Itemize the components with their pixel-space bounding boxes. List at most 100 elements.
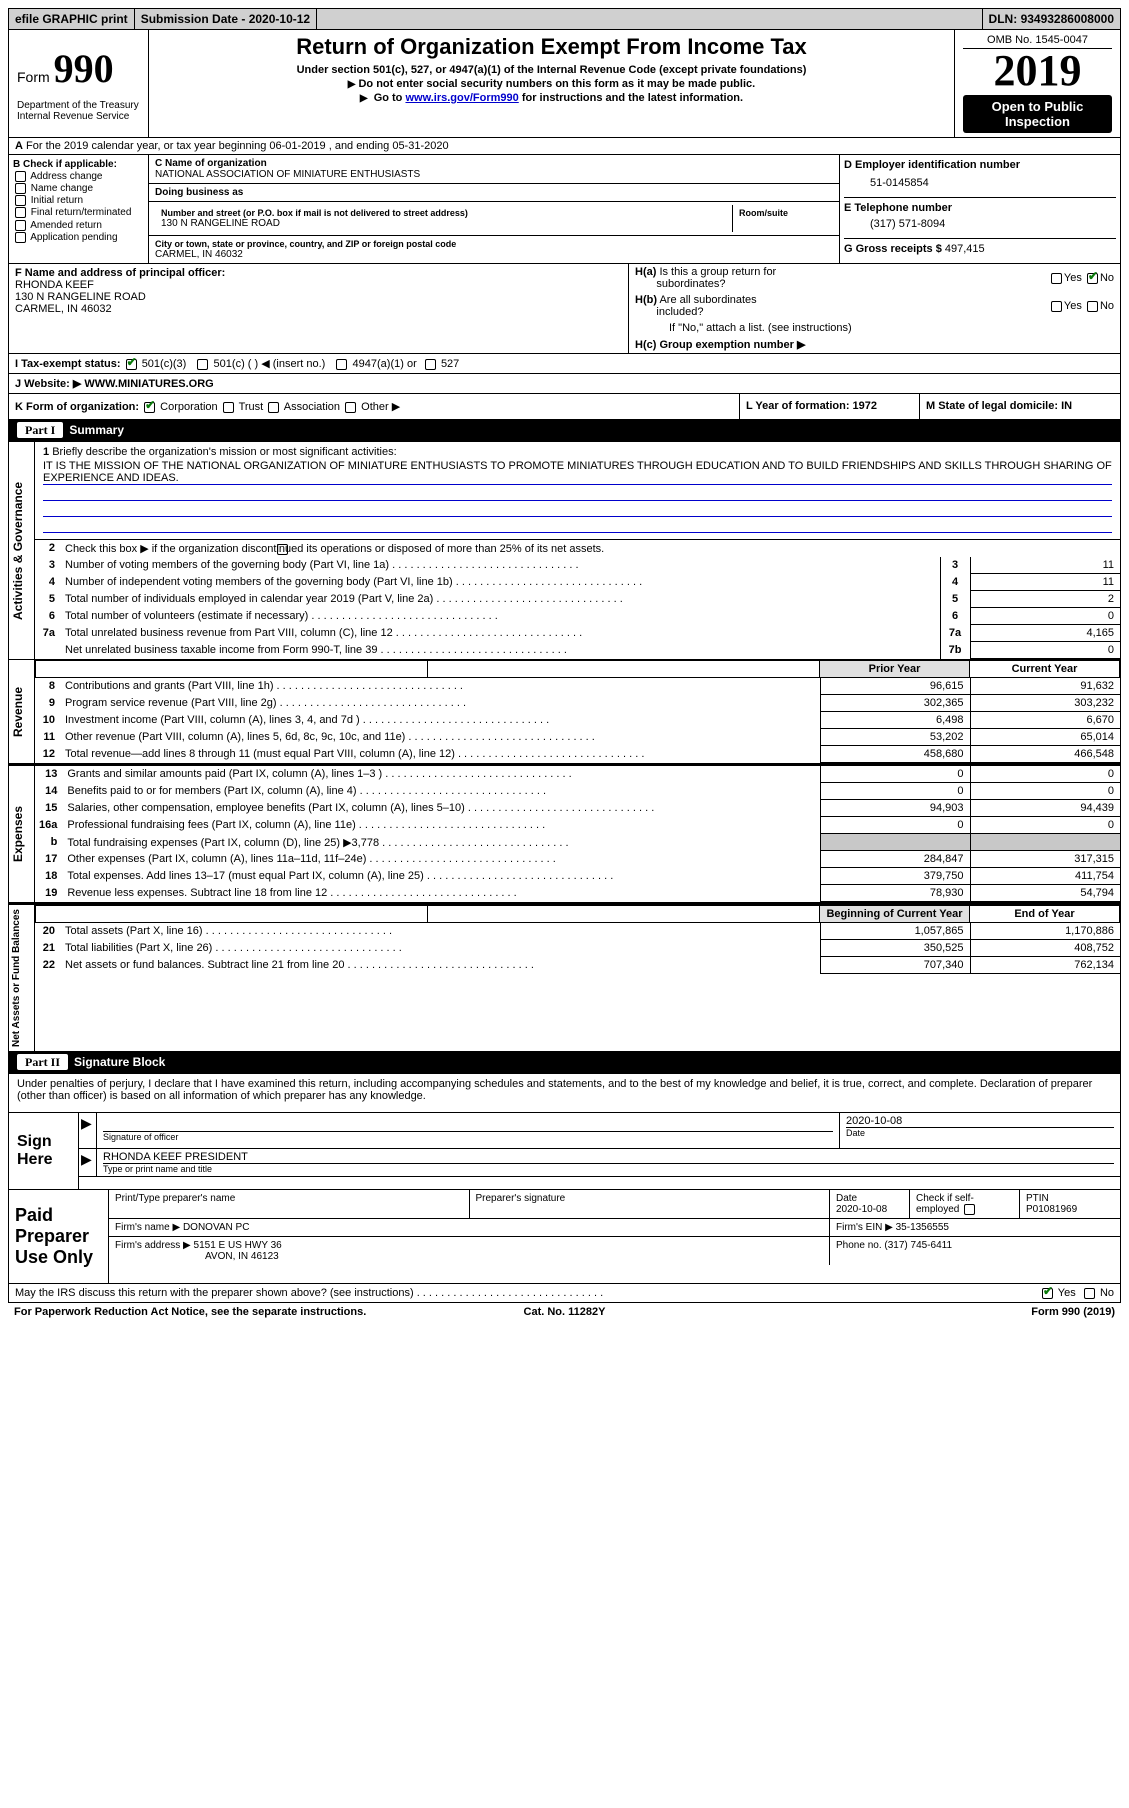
part1-line-7b: Net unrelated business taxable income fr… (35, 642, 1120, 659)
netassets-line-20: 20Total assets (Part X, line 16)1,057,86… (35, 923, 1120, 940)
section-k-form-org: K Form of organization: Corporation Trus… (9, 394, 740, 419)
current-year-header: Current Year (970, 661, 1120, 678)
revenue-line-8: 8Contributions and grants (Part VIII, li… (35, 678, 1120, 695)
501c-checkbox[interactable] (197, 359, 208, 370)
expenses-line-13: 13Grants and similar amounts paid (Part … (35, 766, 1120, 783)
expenses-line-b: bTotal fundraising expenses (Part IX, co… (35, 834, 1120, 851)
section-i-tax-status: I Tax-exempt status: 501(c)(3) 501(c) ( … (8, 354, 1121, 374)
officer-name: RHONDA KEEF (15, 279, 622, 291)
firm-name: DONOVAN PC (183, 1222, 250, 1233)
part-2-header: Part IISignature Block (8, 1052, 1121, 1074)
expenses-label: Expenses (9, 766, 35, 902)
row-a-tax-year: A For the 2019 calendar year, or tax yea… (8, 138, 1121, 155)
irs-discuss-row: May the IRS discuss this return with the… (8, 1284, 1121, 1303)
form-number: 990 (54, 45, 114, 92)
revenue-line-11: 11Other revenue (Part VIII, column (A), … (35, 729, 1120, 746)
part1-line-7a: 7aTotal unrelated business revenue from … (35, 625, 1120, 642)
tax-year: 2019 (963, 49, 1112, 93)
section-c: C Name of organization NATIONAL ASSOCIAT… (149, 155, 840, 263)
section-l-year: L Year of formation: 1972 (740, 394, 920, 419)
expenses-line-15: 15Salaries, other compensation, employee… (35, 800, 1120, 817)
expenses-line-14: 14Benefits paid to or for members (Part … (35, 783, 1120, 800)
officer-name-title: RHONDA KEEF PRESIDENT (103, 1151, 1114, 1163)
top-bar: efile GRAPHIC print Submission Date - 20… (8, 8, 1121, 30)
mission-section: 1 Briefly describe the organization's mi… (35, 442, 1120, 540)
discuss-yes[interactable] (1042, 1288, 1053, 1299)
check-amended-return: Amended return (13, 220, 144, 231)
revenue-label: Revenue (9, 660, 35, 763)
gross-receipts: 497,415 (945, 243, 985, 255)
form-word: Form (17, 69, 50, 85)
netassets-line-21: 21Total liabilities (Part X, line 26)350… (35, 940, 1120, 957)
ein: 51-0145854 (844, 171, 1116, 189)
check-name-change: Name change (13, 183, 144, 194)
assoc-checkbox[interactable] (268, 402, 279, 413)
sign-here-section: Sign Here ▶ Signature of officer 2020-10… (8, 1113, 1121, 1190)
check-final-return-terminated: Final return/terminated (13, 207, 144, 218)
check-initial-return: Initial return (13, 195, 144, 206)
corp-checkbox[interactable] (144, 402, 155, 413)
firm-ein: 35-1356555 (896, 1222, 949, 1233)
website-url: WWW.MINIATURES.ORG (84, 378, 213, 390)
part1-line-4: 4Number of independent voting members of… (35, 574, 1120, 591)
revenue-line-9: 9Program service revenue (Part VIII, lin… (35, 695, 1120, 712)
check-application-pending: Application pending (13, 232, 144, 243)
hb-no[interactable] (1087, 301, 1098, 312)
expenses-line-16a: 16aProfessional fundraising fees (Part I… (35, 817, 1120, 834)
expenses-line-17: 17Other expenses (Part IX, column (A), l… (35, 851, 1120, 868)
ptin: P01081969 (1026, 1204, 1077, 1215)
firm-address: 5151 E US HWY 36 (194, 1240, 282, 1251)
section-f: F Name and address of principal officer:… (9, 264, 629, 353)
check-address-change: Address change (13, 171, 144, 182)
end-year-header: End of Year (970, 906, 1120, 923)
form-subtitle: Under section 501(c), 527, or 4947(a)(1)… (157, 64, 946, 76)
527-checkbox[interactable] (425, 359, 436, 370)
department: Department of the Treasury Internal Reve… (17, 100, 140, 122)
section-m-state: M State of legal domicile: IN (920, 394, 1120, 419)
trust-checkbox[interactable] (223, 402, 234, 413)
org-name: NATIONAL ASSOCIATION OF MINIATURE ENTHUS… (155, 169, 833, 180)
part-1-header: Part ISummary (8, 420, 1121, 442)
line2-checkbox[interactable] (277, 544, 288, 555)
city-state-zip: CARMEL, IN 46032 (155, 249, 833, 260)
telephone: (317) 571-8094 (844, 214, 1116, 230)
part1-line-3: 3Number of voting members of the governi… (35, 557, 1120, 574)
mission-text: IT IS THE MISSION OF THE NATIONAL ORGANI… (43, 460, 1112, 485)
declaration: Under penalties of perjury, I declare th… (8, 1074, 1121, 1113)
revenue-line-10: 10Investment income (Part VIII, column (… (35, 712, 1120, 729)
efile-label: efile GRAPHIC print (9, 9, 135, 29)
paid-preparer-section: Paid Preparer Use Only Print/Type prepar… (8, 1190, 1121, 1284)
preparer-phone: (317) 745-6411 (884, 1240, 952, 1251)
form-title: Return of Organization Exempt From Incom… (157, 34, 946, 60)
hb-yes[interactable] (1051, 301, 1062, 312)
expenses-line-18: 18Total expenses. Add lines 13–17 (must … (35, 868, 1120, 885)
irs-link[interactable]: www.irs.gov/Form990 (405, 92, 518, 104)
ha-no[interactable] (1087, 273, 1098, 284)
prior-year-header: Prior Year (820, 661, 970, 678)
public-inspection: Open to Public Inspection (963, 95, 1112, 133)
netassets-label: Net Assets or Fund Balances (9, 905, 35, 1051)
expenses-line-19: 19Revenue less expenses. Subtract line 1… (35, 885, 1120, 902)
beginning-year-header: Beginning of Current Year (820, 906, 970, 923)
revenue-line-12: 12Total revenue—add lines 8 through 11 (… (35, 746, 1120, 763)
form-header: Form 990 Department of the Treasury Inte… (8, 30, 1121, 138)
footer: For Paperwork Reduction Act Notice, see … (8, 1303, 1121, 1321)
activities-label: Activities & Governance (9, 442, 35, 659)
self-employed-checkbox[interactable] (964, 1204, 975, 1215)
street-address: 130 N RANGELINE ROAD (161, 218, 726, 229)
instruction-1: Do not enter social security numbers on … (157, 78, 946, 90)
dln: DLN: 93493286008000 (982, 9, 1120, 29)
submission-date: Submission Date - 2020-10-12 (135, 9, 317, 29)
netassets-line-22: 22Net assets or fund balances. Subtract … (35, 957, 1120, 974)
other-checkbox[interactable] (345, 402, 356, 413)
instruction-2: Go to www.irs.gov/Form990 for instructio… (157, 92, 946, 104)
discuss-no[interactable] (1084, 1288, 1095, 1299)
4947-checkbox[interactable] (336, 359, 347, 370)
section-j-website: J Website: ▶ WWW.MINIATURES.ORG (8, 374, 1121, 394)
section-b: B Check if applicable: Address change Na… (9, 155, 149, 263)
part1-line-5: 5Total number of individuals employed in… (35, 591, 1120, 608)
section-h: H(a) Is this a group return for subordin… (629, 264, 1120, 353)
section-d-e-g: D Employer identification number 51-0145… (840, 155, 1120, 263)
501c3-checkbox[interactable] (126, 359, 137, 370)
ha-yes[interactable] (1051, 273, 1062, 284)
